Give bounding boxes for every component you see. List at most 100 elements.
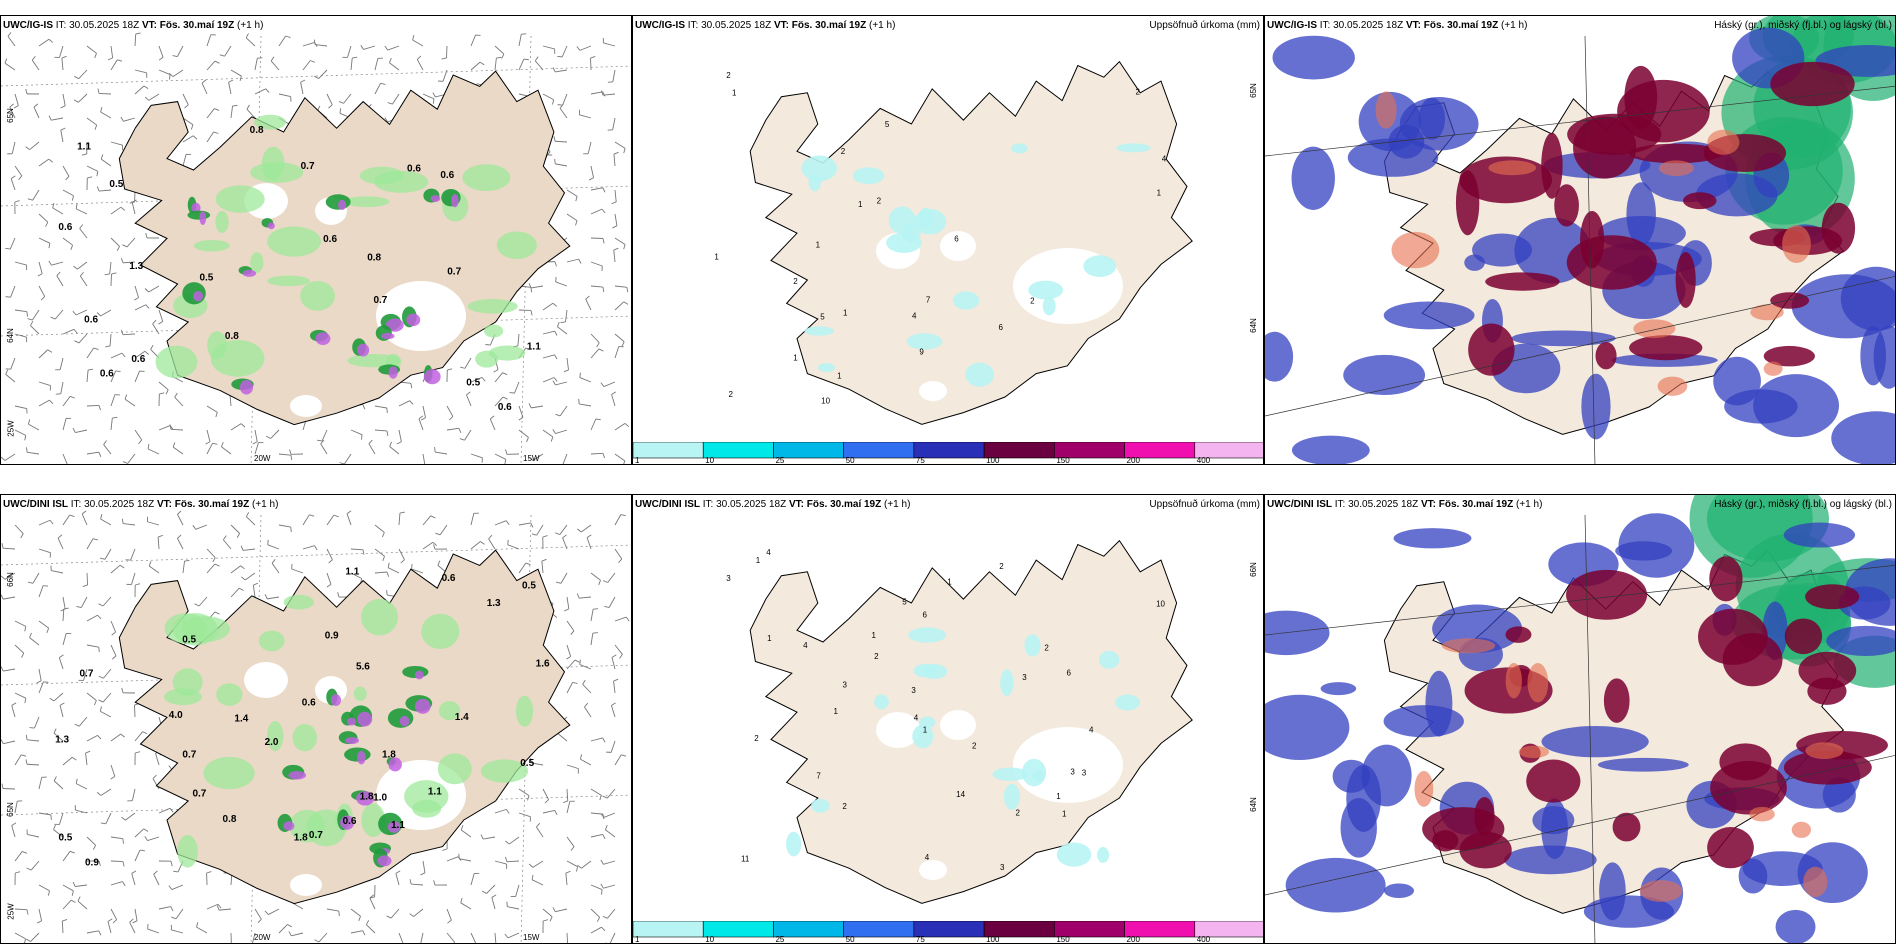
precip-value-label: 1.1 — [527, 342, 541, 353]
wind-barb — [246, 104, 250, 110]
wind-barb — [175, 908, 184, 920]
wind-barb — [566, 764, 579, 770]
wind-barb — [398, 548, 405, 560]
wind-barb — [48, 38, 54, 43]
wind-barb — [100, 154, 104, 160]
wind-barb — [11, 141, 16, 154]
wind-barb — [33, 103, 39, 108]
wind-barb — [18, 175, 23, 180]
wind-barb — [230, 69, 242, 77]
wind-barb — [554, 532, 560, 536]
precip-area-intense — [330, 694, 342, 707]
wind-barb — [518, 416, 524, 421]
wind-barb — [63, 607, 69, 610]
wind-barb — [110, 775, 116, 780]
wind-barb — [526, 437, 529, 443]
wind-barb — [611, 201, 617, 205]
wind-barb — [110, 881, 123, 886]
wind-barb — [134, 350, 146, 359]
wind-barb — [38, 237, 51, 244]
wind-barb — [620, 514, 626, 517]
wind-barb — [134, 297, 139, 301]
wind-barb — [479, 61, 485, 66]
wind-barb — [111, 272, 117, 275]
wind-barb — [174, 396, 184, 407]
wind-barb — [110, 860, 124, 863]
wind-barb — [62, 237, 73, 246]
high-cloud — [1580, 210, 1605, 269]
wind-barb — [602, 91, 606, 97]
wind-barb — [318, 932, 328, 943]
wind-barb — [502, 396, 508, 400]
wind-barb — [36, 920, 42, 924]
wind-barb — [205, 441, 211, 445]
wind-barb — [81, 510, 87, 515]
colorbar-tick-label: 100 — [986, 935, 1000, 943]
wind-barb — [542, 908, 553, 918]
wind-barb — [504, 856, 508, 862]
wind-barb — [26, 909, 29, 915]
wind-barb — [362, 930, 366, 936]
wind-barb — [384, 45, 389, 51]
high-cloud — [1603, 678, 1630, 723]
wind-barb — [38, 399, 50, 407]
wind-barb — [411, 568, 424, 574]
graticule-line — [1265, 276, 1895, 417]
wind-barb — [486, 884, 496, 894]
wind-barb — [592, 632, 598, 634]
wind-barb — [302, 60, 311, 71]
wind-barb — [566, 620, 575, 632]
precip-area-intense — [414, 670, 424, 680]
high-cloud — [1784, 618, 1823, 655]
wind-barb — [564, 309, 568, 322]
accum-value-label: 7 — [926, 296, 931, 305]
wind-barb — [491, 894, 497, 898]
accum-value-label: 1 — [858, 200, 863, 209]
wind-barb — [339, 462, 345, 464]
wind-barb — [59, 702, 65, 706]
wind-barb — [350, 548, 364, 551]
wind-barb — [110, 394, 116, 407]
wind-barb — [579, 377, 592, 383]
wind-barb — [169, 808, 174, 813]
wind-barb — [47, 349, 53, 353]
accum-precip-area — [952, 291, 980, 310]
wind-barb — [97, 735, 102, 740]
wind-barb — [566, 860, 578, 868]
wind-barb — [518, 788, 530, 796]
precip-area-light — [480, 759, 529, 783]
wind-barb — [566, 682, 573, 694]
wind-barb — [570, 630, 575, 635]
high-cloud — [1554, 184, 1579, 227]
precip-area-light — [155, 345, 198, 379]
wind-barb — [107, 918, 113, 922]
wind-barb — [254, 442, 259, 455]
precip-value-label: 0.5 — [522, 580, 536, 591]
wind-barb — [240, 565, 245, 570]
wind-barb — [603, 812, 616, 818]
wind-barb — [554, 810, 558, 816]
wind-barb — [5, 374, 16, 383]
wind-barb — [611, 702, 616, 706]
wind-barb — [87, 368, 94, 371]
accum-value-label: 4 — [1162, 154, 1167, 163]
wind-barb — [53, 780, 64, 790]
wind-barb — [460, 897, 463, 903]
wind-barb — [14, 93, 19, 106]
wind-barb — [212, 442, 218, 445]
wind-barb — [481, 377, 486, 382]
wind-barb — [470, 376, 483, 383]
wind-barb — [26, 763, 40, 766]
mid-cloud — [1291, 146, 1335, 210]
wind-barb — [554, 330, 558, 336]
high-cloud — [1770, 292, 1810, 309]
wind-barb — [505, 520, 510, 525]
precip-value-label: 0.7 — [182, 750, 196, 761]
wind-barb — [159, 392, 165, 395]
wind-barb — [527, 795, 530, 801]
accum-value-label: 3 — [1000, 863, 1005, 872]
accum-precip-area — [902, 223, 921, 243]
wind-barb — [599, 795, 602, 801]
high-cloud — [1763, 345, 1815, 367]
wind-barb — [158, 45, 164, 58]
